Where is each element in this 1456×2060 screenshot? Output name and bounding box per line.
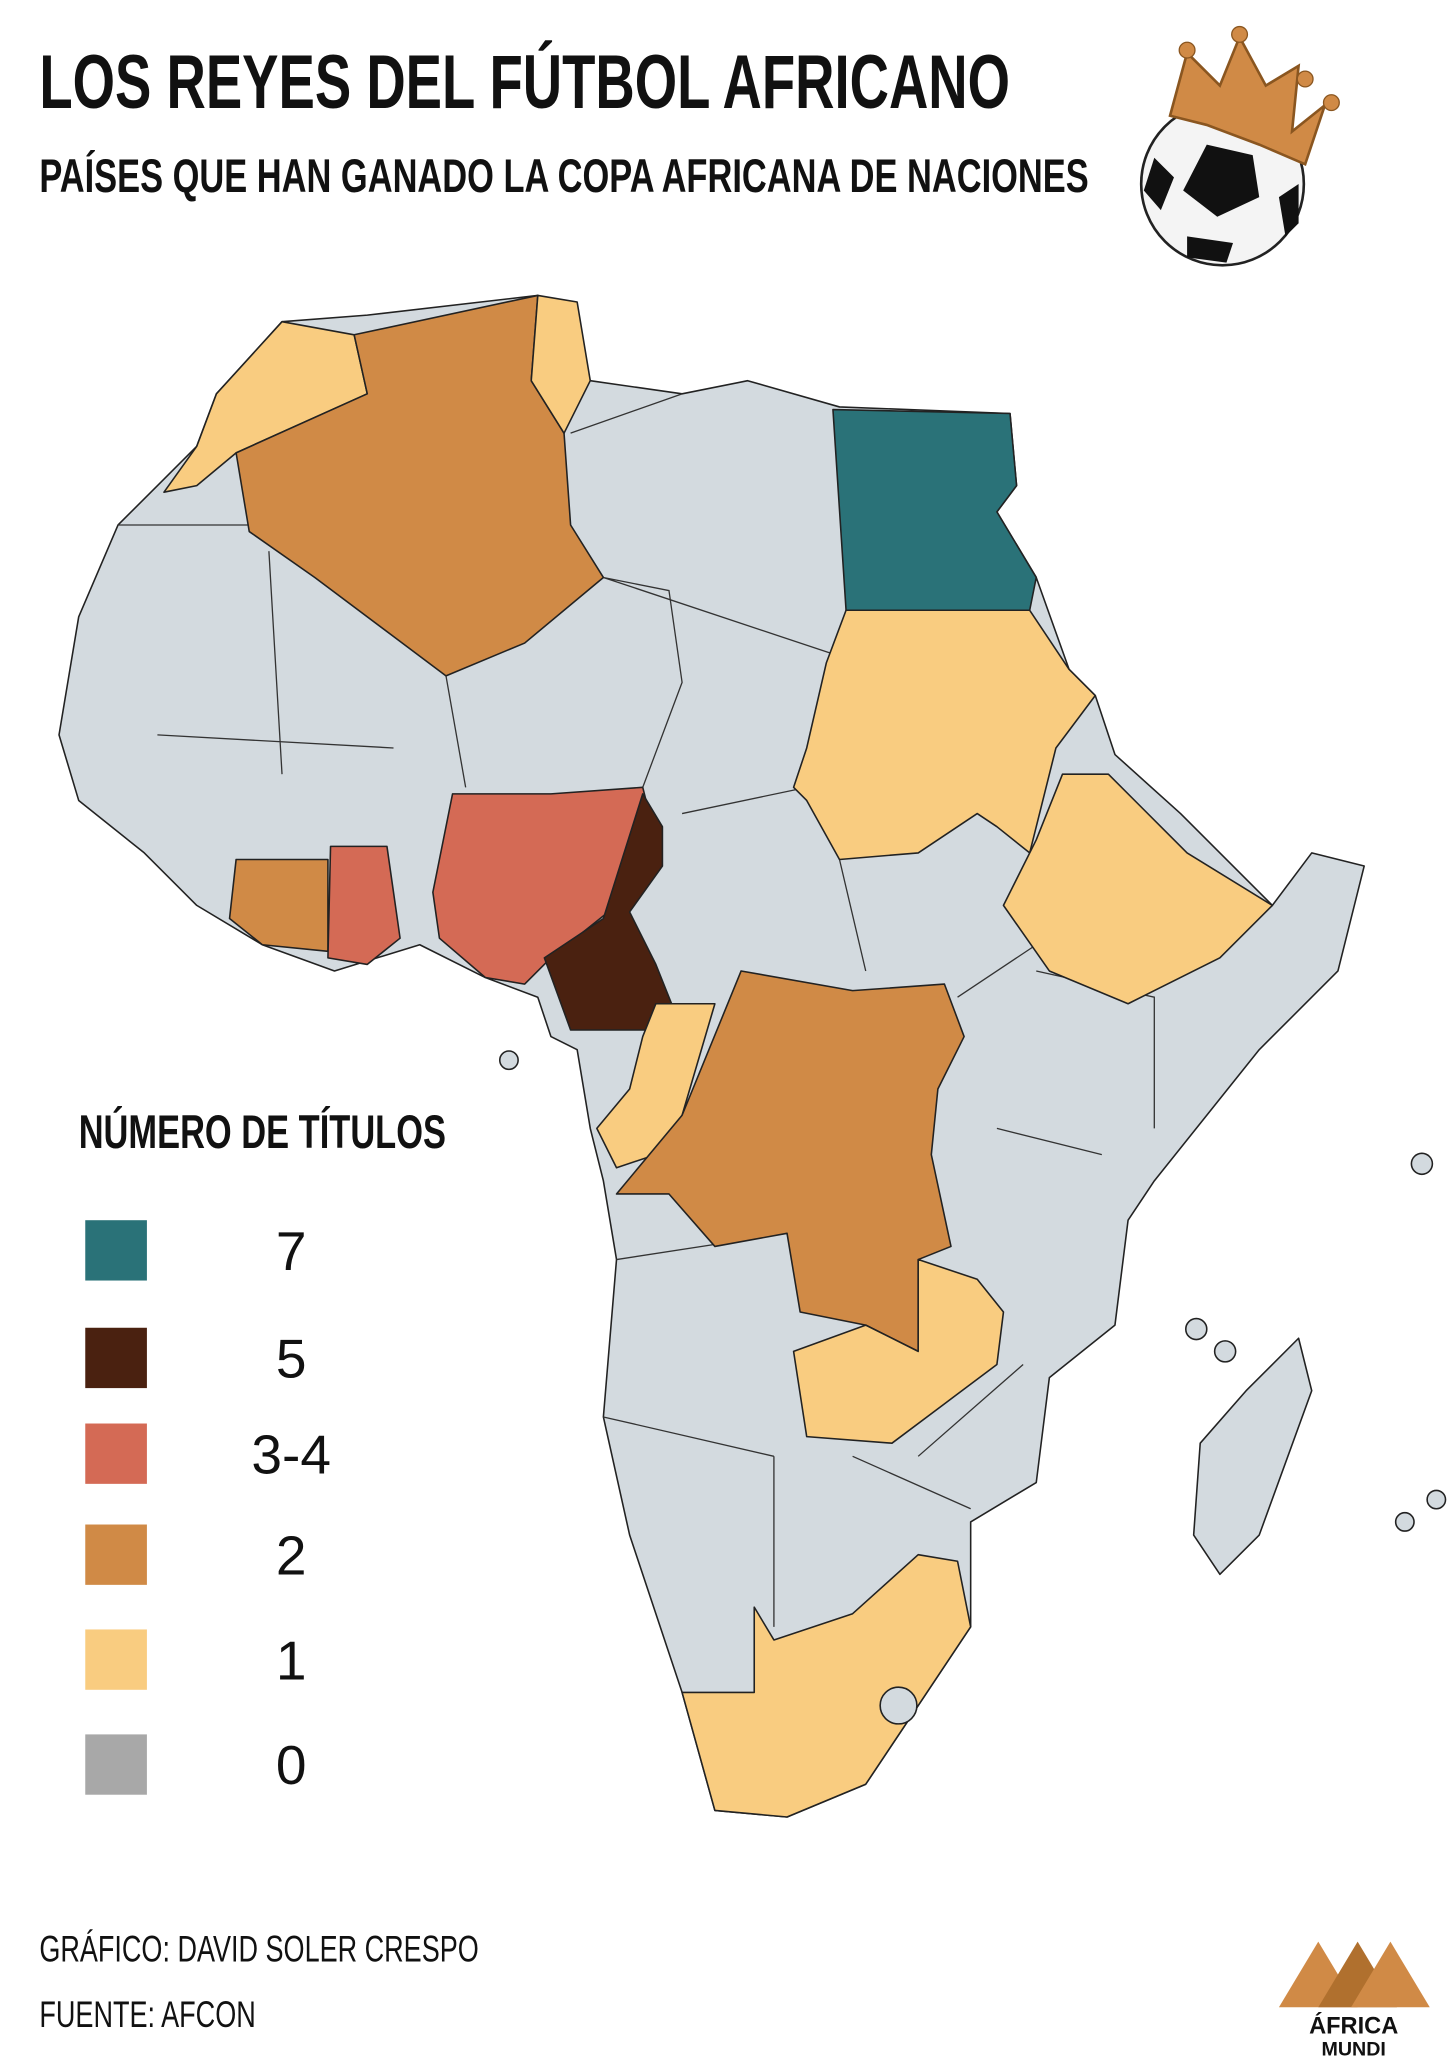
island [1394,1511,1415,1532]
title: LOS REYES DEL FÚTBOL AFRICANO [39,40,1010,125]
legend-title: NÚMERO DE TÍTULOS [79,1104,446,1159]
logo: ÁFRICA MUNDI [1278,1941,1430,2060]
logo-top: ÁFRICA [1309,2011,1398,2039]
legend: 7 5 3-4 2 1 0 [85,1220,331,1796]
congo [596,1002,716,1169]
madagascar [1192,1337,1313,1576]
island [1426,1489,1447,1510]
legend-label: 0 [276,1734,307,1796]
egypt [832,408,1038,612]
lesotho [879,1686,918,1725]
legend-swatch [85,1629,147,1690]
legend-label: 7 [276,1220,307,1282]
ivory-coast [228,858,329,953]
credit-source: FUENTE: AFCON [39,1994,255,2035]
island [498,1050,519,1071]
island [1213,1340,1237,1363]
legend-label: 5 [276,1328,307,1390]
legend-swatch [85,1327,147,1389]
legend-label: 1 [276,1629,307,1691]
subtitle: PAÍSES QUE HAN GANADO LA COPA AFRICANA D… [39,149,1088,203]
legend-swatch [85,1734,147,1795]
logo-bottom: MUNDI [1321,2039,1385,2060]
south-africa [681,1553,972,1818]
island [1410,1152,1434,1176]
legend-swatch [85,1423,147,1484]
legend-label: 2 [276,1524,307,1586]
legend-label: 3-4 [251,1423,331,1485]
sudan [792,609,1097,861]
cameroon [543,793,683,1031]
legend-swatch [85,1524,147,1585]
ethiopia [1002,773,1274,1005]
legend-swatch [85,1220,147,1281]
credit-graphic: GRÁFICO: DAVID SOLER CRESPO [39,1928,478,1969]
ghana [327,845,401,966]
island [1185,1317,1208,1341]
africa-map [58,294,1447,1818]
tunisia [530,294,592,434]
ball-crown-icon [1139,25,1340,267]
zambia [792,1258,1005,1444]
